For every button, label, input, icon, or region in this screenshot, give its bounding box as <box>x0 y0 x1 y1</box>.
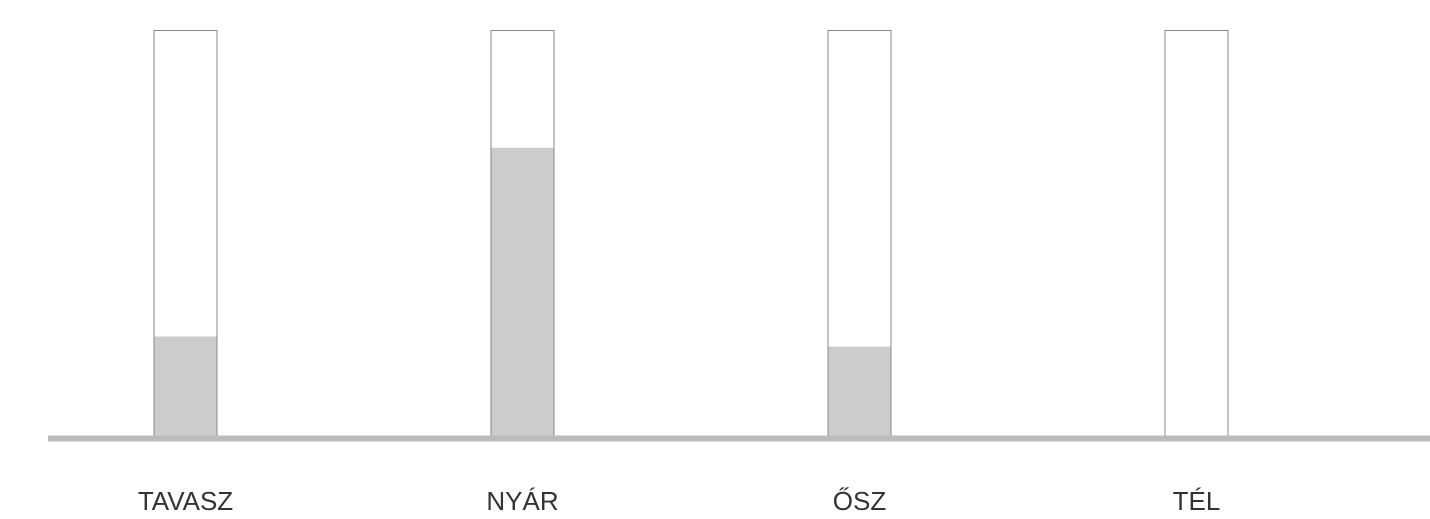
category-label-tel: TÉL <box>1173 486 1221 516</box>
category-label-nyar: NYÁR <box>486 486 558 516</box>
tick-labels-group: TAVASZ NYÁR ŐSZ TÉL <box>138 486 1221 516</box>
bar-fill-osz <box>827 346 892 436</box>
bar-fill-tavasz <box>153 336 218 436</box>
bar-fill-nyar <box>490 147 555 437</box>
category-label-osz: ŐSZ <box>833 486 887 516</box>
category-label-tavasz: TAVASZ <box>138 486 233 516</box>
bar-outline-tel <box>1164 30 1229 437</box>
bars-group <box>153 30 1229 437</box>
